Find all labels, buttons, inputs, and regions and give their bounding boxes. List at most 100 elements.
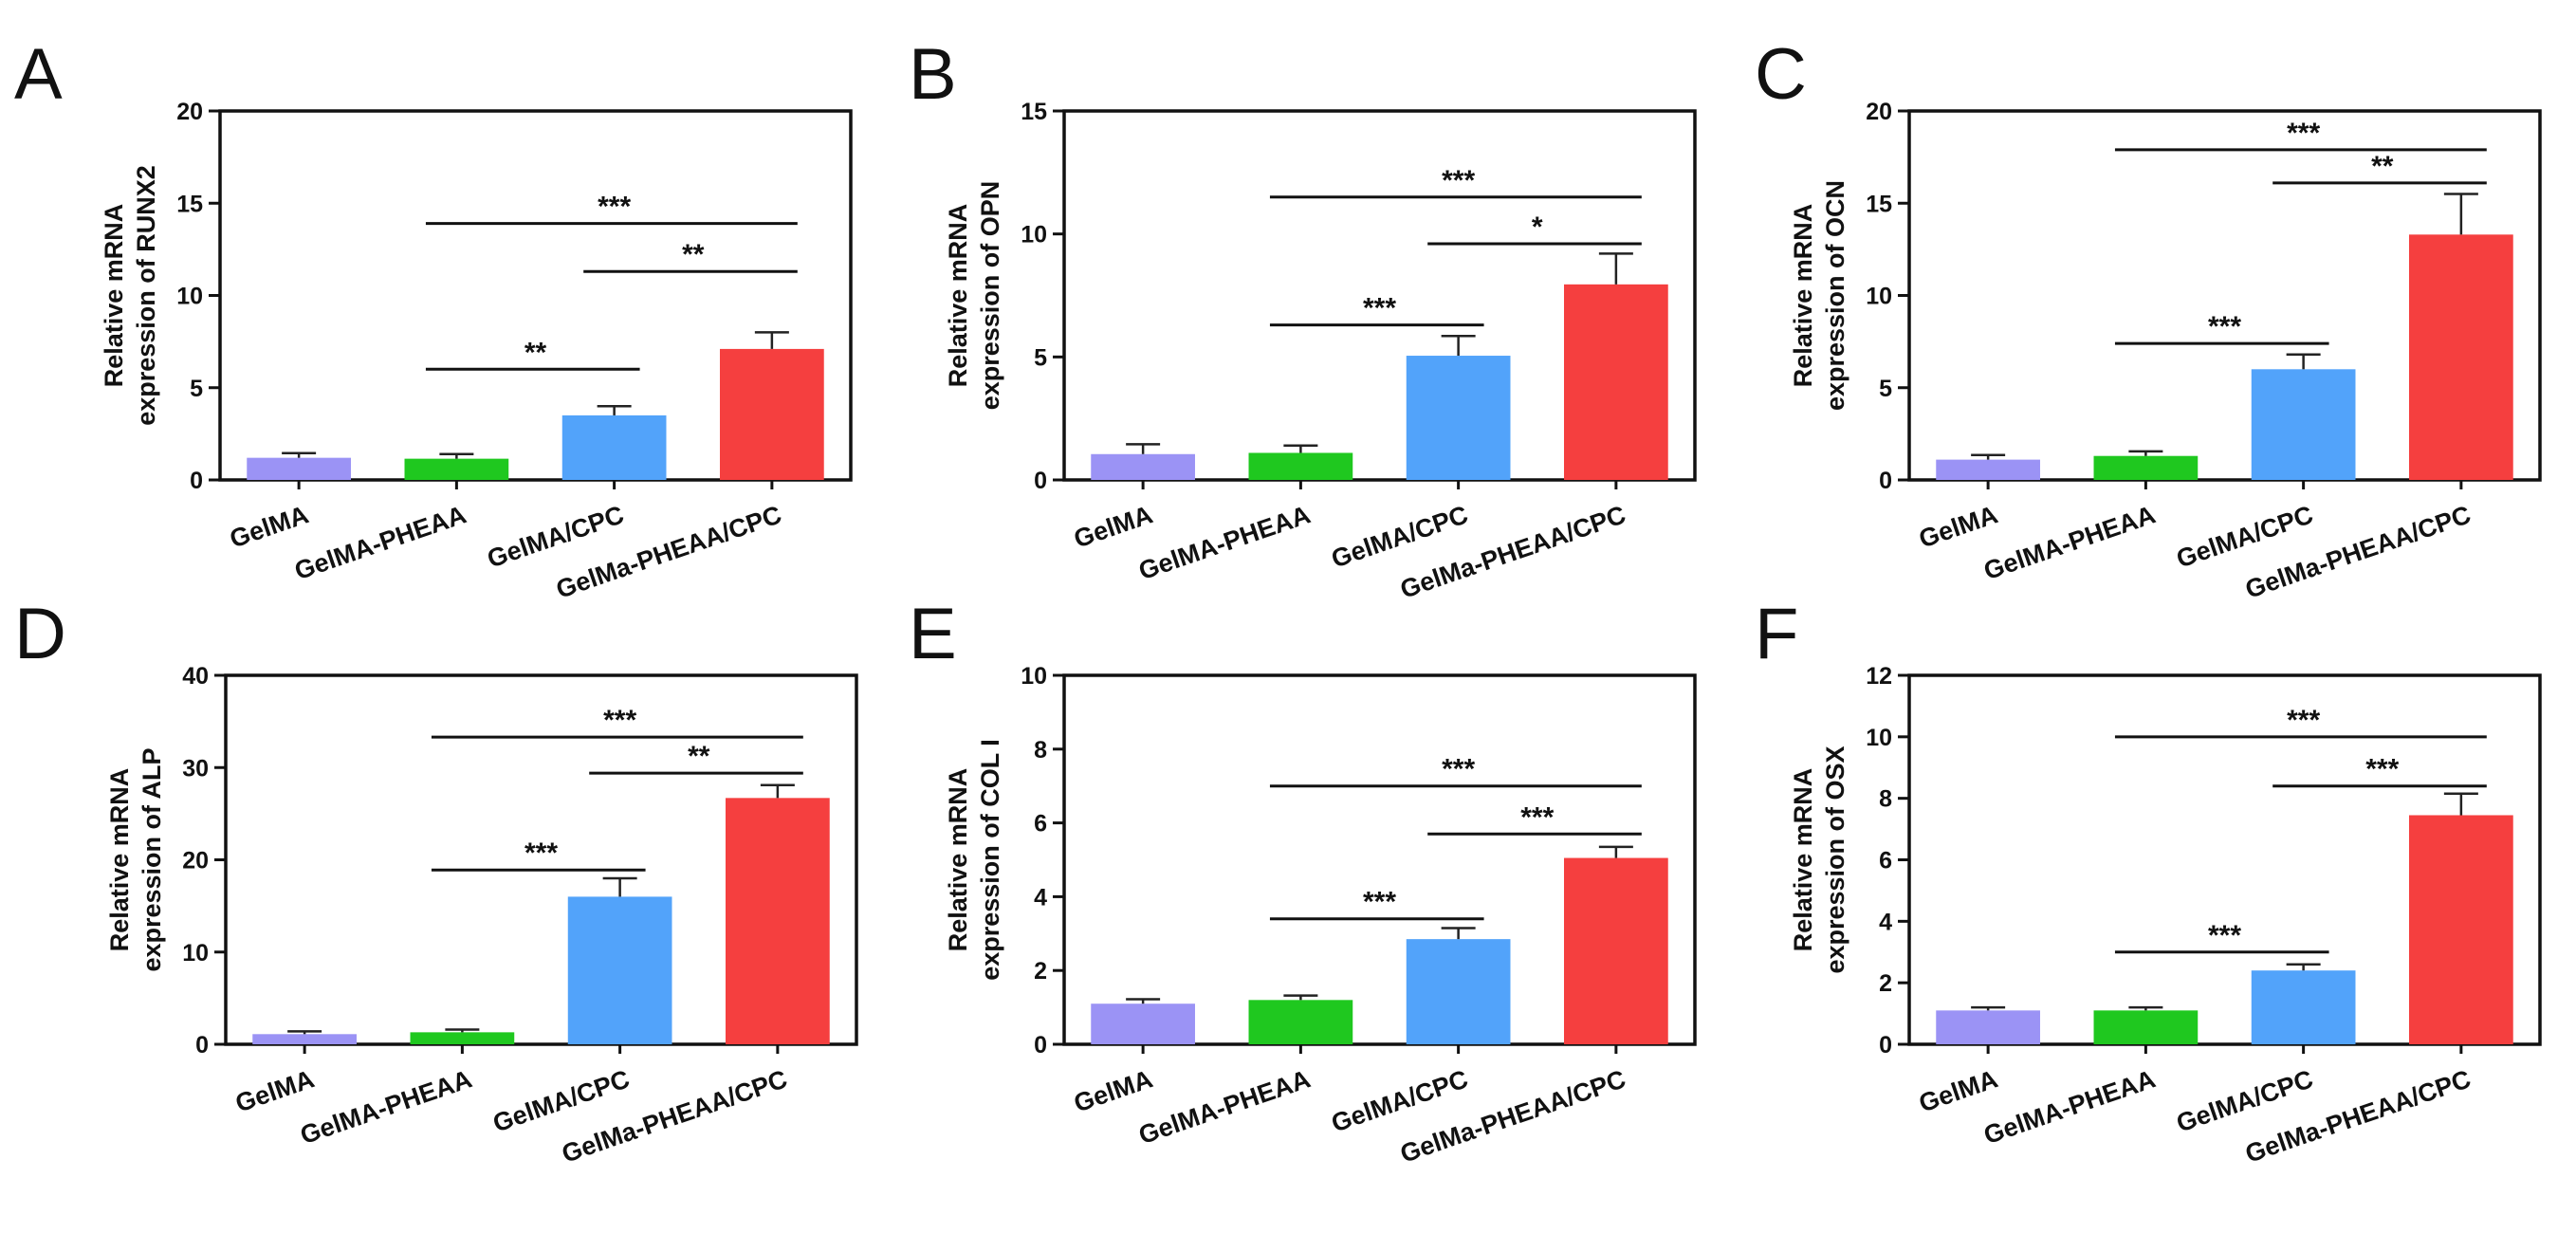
significance-label: * — [1532, 212, 1543, 243]
category-label: GelMA — [226, 500, 312, 553]
y-axis-title-line: Relative mRNA — [105, 768, 134, 952]
bar-gelma-pheaa-cpc — [2409, 234, 2513, 480]
y-tick-label: 0 — [1034, 468, 1047, 494]
y-tick-label: 20 — [182, 848, 209, 875]
bar-gelma-pheaa — [404, 458, 509, 480]
y-axis-title: Relative mRNA expression of RUNX2 — [100, 165, 160, 426]
y-tick-label: 15 — [176, 191, 203, 217]
y-axis-title: Relative mRNA expression of OSX — [1789, 746, 1849, 973]
y-tick-label: 4 — [1034, 884, 1047, 911]
y-tick-label: 12 — [1866, 663, 1892, 690]
panel-letter: D — [14, 594, 66, 674]
y-axis-title-line: expression of ALP — [138, 747, 166, 971]
y-axis-title-line: expression of OPN — [976, 181, 1004, 411]
bar-gelma-pheaa — [2093, 1010, 2199, 1044]
y-tick-label: 2 — [1879, 970, 1892, 997]
y-tick-label: 20 — [1866, 99, 1892, 125]
y-tick-label: 0 — [1879, 1032, 1892, 1059]
bar-gelma-pheaa — [2093, 455, 2199, 480]
y-axis-title-line: expression of COL I — [976, 739, 1004, 981]
category-label: GelMA — [231, 1064, 318, 1117]
y-axis-title-line: Relative mRNA — [1789, 204, 1817, 388]
y-axis-title: Relative mRNA expression of OPN — [944, 181, 1004, 411]
bar-gelma-pheaa — [1248, 452, 1353, 480]
significance-label: *** — [1363, 293, 1396, 324]
bar-gelma-pheaa-cpc — [2409, 815, 2513, 1044]
category-label: GelMA-PHEAA — [1980, 500, 2159, 585]
significance-label: *** — [2287, 118, 2320, 149]
plot-frame — [1062, 109, 1697, 482]
panel-a: A 0 5 10 15 20 Relative mRNA expression of RUNX… — [14, 34, 853, 604]
y-axis-title: Relative mRNA expression of OCN — [1789, 180, 1849, 411]
category-label: GelMA-PHEAA — [1980, 1064, 2159, 1150]
category-label: GelMA — [1070, 500, 1156, 553]
category-label: GelMA — [1915, 1064, 2001, 1117]
y-axis-title: Relative mRNA expression of COL I — [944, 739, 1004, 981]
y-tick-label: 2 — [1034, 958, 1047, 985]
panel-letter: A — [14, 34, 63, 115]
y-tick-label: 30 — [182, 755, 209, 782]
y-tick-label: 10 — [1021, 663, 1047, 690]
significance-label: *** — [603, 705, 636, 736]
significance-label: *** — [1442, 165, 1475, 196]
y-tick-label: 0 — [1879, 468, 1892, 494]
bar-gelma-pheaa-cpc — [1564, 284, 1668, 480]
y-tick-label: 10 — [1866, 284, 1892, 310]
bar-gelma-cpc — [1406, 939, 1511, 1044]
bar-gelma — [252, 1034, 357, 1044]
bar-gelma — [1091, 1003, 1195, 1044]
significance-label: *** — [1363, 887, 1396, 918]
bar-gelma — [1936, 1010, 2040, 1044]
y-tick-label: 5 — [1034, 344, 1047, 371]
significance-label: *** — [1520, 801, 1554, 833]
y-axis-title-line: expression of OCN — [1821, 180, 1849, 411]
y-tick-label: 10 — [1021, 222, 1047, 249]
y-tick-label: 4 — [1879, 909, 1892, 935]
bar-gelma-pheaa-cpc — [720, 348, 824, 480]
significance-label: *** — [2287, 705, 2320, 736]
y-tick-label: 5 — [1879, 376, 1892, 402]
significance-label: ** — [2371, 151, 2394, 182]
y-tick-label: 10 — [182, 940, 209, 967]
bar-gelma-pheaa — [410, 1032, 515, 1044]
category-label: GelMA-PHEAA — [1135, 500, 1314, 585]
y-axis-title-line: Relative mRNA — [944, 768, 972, 952]
panel-letter: B — [909, 34, 957, 115]
y-axis-title-line: Relative mRNA — [1789, 768, 1817, 952]
bar-gelma — [247, 457, 351, 480]
category-label: GelMA-PHEAA — [291, 500, 469, 585]
bar-gelma-pheaa-cpc — [1564, 857, 1668, 1044]
y-tick-label: 8 — [1879, 786, 1892, 813]
y-tick-label: 8 — [1034, 737, 1047, 764]
y-axis-title-line: Relative mRNA — [944, 204, 972, 388]
y-tick-label: 20 — [176, 99, 203, 125]
bar-gelma-pheaa — [1248, 1000, 1353, 1044]
significance-label: *** — [598, 192, 631, 223]
bar-gelma — [1091, 453, 1195, 480]
y-tick-label: 15 — [1866, 191, 1892, 217]
bar-gelma — [1936, 459, 2040, 480]
category-label: GelMA-PHEAA — [297, 1064, 475, 1150]
y-tick-label: 6 — [1879, 848, 1892, 875]
significance-label: *** — [2208, 920, 2241, 951]
y-tick-label: 10 — [176, 284, 203, 310]
bar-gelma-pheaa-cpc — [726, 798, 830, 1044]
bar-gelma-cpc — [2251, 970, 2356, 1044]
significance-label: *** — [1442, 754, 1475, 785]
bar-gelma-cpc — [561, 414, 667, 480]
bar-gelma-cpc — [567, 896, 672, 1044]
category-label: GelMA — [1915, 500, 2001, 553]
y-tick-label: 0 — [195, 1032, 209, 1059]
y-tick-label: 10 — [1866, 725, 1892, 751]
y-axis-title: Relative mRNA expression of ALP — [105, 747, 166, 971]
panel-d: D 0 10 20 30 40 Relative mRNA expression of ALP… — [14, 594, 858, 1169]
y-tick-label: 40 — [182, 663, 209, 690]
y-axis-title-line: Relative mRNA — [100, 204, 128, 388]
y-tick-label: 5 — [190, 376, 203, 402]
y-tick-label: 0 — [1034, 1032, 1047, 1059]
y-axis-title-line: expression of OSX — [1821, 746, 1849, 973]
significance-label: *** — [2208, 311, 2241, 342]
y-axis-title-line: expression of RUNX2 — [132, 165, 160, 426]
significance-label: *** — [524, 838, 558, 869]
